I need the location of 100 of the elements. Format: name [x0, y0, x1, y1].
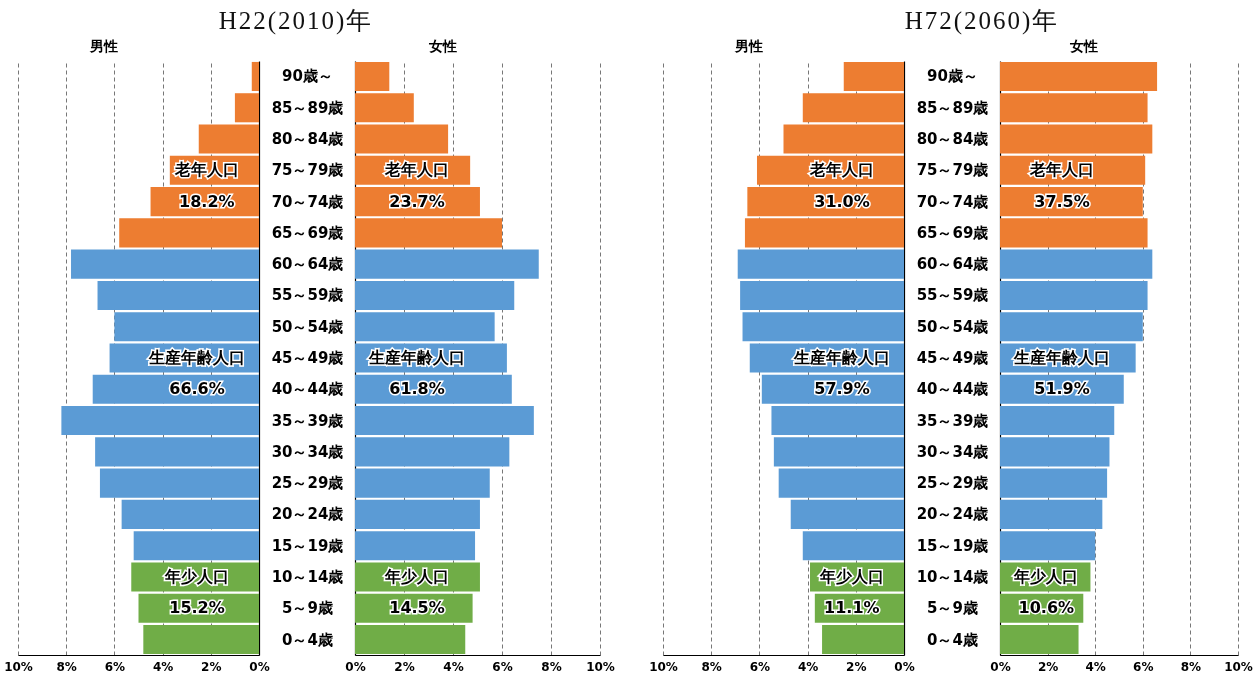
chart-subtitle: 男性 [733, 38, 763, 54]
annotation: 31.0% [814, 191, 870, 211]
y-tick-label: 65～69歳 [916, 223, 989, 242]
bar [773, 437, 904, 467]
x-tick-label: 4% [1085, 659, 1106, 674]
y-tick-label: 45～49歳 [271, 349, 344, 367]
annotation: 66.6% [169, 379, 225, 399]
x-tick-label: 2% [201, 659, 222, 674]
bar [143, 624, 259, 655]
bar [1000, 624, 1079, 655]
bar [355, 249, 539, 279]
annotation: 老年人口 [173, 160, 239, 180]
annotation: 57.9% [814, 379, 870, 399]
bar [742, 312, 904, 342]
bar [355, 312, 495, 342]
x-tick-label: 0% [894, 659, 915, 674]
bar [802, 93, 904, 123]
y-tick-label: 25～29歳 [916, 474, 989, 493]
bar [355, 218, 502, 248]
y-tick-label: 10～14歳 [271, 567, 344, 586]
bar [790, 499, 904, 529]
bar [355, 61, 390, 92]
annotation: 生産年齢人口 [1013, 348, 1110, 367]
annotation: 年少人口 [164, 566, 229, 586]
x-tick-label: 6% [104, 659, 126, 674]
bar [1000, 437, 1110, 467]
y-tick-label: 50～54歳 [271, 317, 344, 336]
bar [355, 93, 414, 123]
y-tick-label: 90歳～ [282, 67, 333, 86]
bar [121, 499, 259, 529]
bar [1000, 249, 1153, 279]
y-tick-label: 80～84歳 [271, 130, 344, 149]
y-tick-label: 0～4歳 [927, 630, 978, 649]
bar [783, 124, 904, 154]
annotation: 年少人口 [818, 566, 884, 586]
y-tick-label: 30～34歳 [916, 442, 989, 461]
y-tick-label: 70～74歳 [271, 192, 344, 211]
bar [97, 280, 259, 310]
x-tick-label: 10% [586, 659, 615, 674]
y-tick-label: 75～79歳 [271, 161, 344, 180]
annotation: 生産年齢人口 [793, 348, 890, 367]
x-tick-label: 10% [4, 659, 33, 674]
bar [133, 531, 259, 561]
x-tick-label: 8% [541, 659, 562, 674]
annotation: 11.1% [824, 598, 880, 618]
annotation: 老年人口 [809, 160, 874, 180]
bar [95, 437, 259, 467]
bar [355, 437, 510, 467]
bar [61, 406, 259, 436]
x-tick-label: 4% [797, 659, 819, 674]
annotation: 年少人口 [1013, 566, 1079, 586]
bar [355, 406, 534, 436]
y-tick-label: 75～79歳 [916, 161, 989, 180]
x-tick-label: 2% [846, 659, 867, 674]
bar [740, 280, 904, 310]
x-tick-label: 0% [345, 659, 366, 674]
x-tick-label: 2% [1037, 659, 1059, 674]
y-tick-label: 5～9歳 [927, 599, 978, 618]
y-tick-label: 15～19歳 [271, 536, 344, 555]
y-tick-label: 20～24歳 [271, 505, 344, 524]
bar [1000, 531, 1096, 561]
y-tick-label: 60～64歳 [916, 255, 989, 274]
bar [1000, 499, 1103, 529]
bar [355, 624, 466, 655]
y-tick-label: 90歳～ [927, 67, 978, 86]
x-tick-label: 8% [701, 659, 722, 674]
bar [355, 499, 480, 529]
bar [355, 531, 476, 561]
y-tick-label: 15～19歳 [916, 536, 989, 555]
bar [234, 93, 259, 123]
annotation: 生産年齢人口 [148, 348, 245, 367]
y-tick-label: 40～44歳 [916, 380, 989, 399]
text: H72(2060)年 [904, 6, 1060, 36]
bar [802, 531, 904, 561]
y-tick-label: 30～34歳 [271, 442, 344, 461]
x-tick-label: 4% [443, 659, 464, 674]
annotation: 37.5% [1034, 191, 1090, 211]
annotation: 老年人口 [384, 160, 449, 180]
x-tick-label: 0% [249, 659, 270, 674]
y-tick-label: 55～59歳 [271, 286, 344, 305]
chart-title: H22(2010)年 [218, 6, 374, 36]
bar [822, 624, 904, 655]
y-tick-label: 5～9歳 [282, 599, 333, 618]
x-tick-label: 6% [492, 659, 513, 674]
annotation: 23.7% [389, 191, 445, 211]
bar [1000, 312, 1143, 342]
x-tick-label: 8% [56, 659, 77, 674]
x-tick-label: 10% [649, 659, 678, 674]
y-tick-label: 55～59歳 [916, 286, 989, 305]
x-tick-label: 10% [1224, 659, 1253, 674]
annotation: 51.9% [1034, 379, 1090, 399]
bar [771, 406, 904, 436]
x-tick-label: 4% [152, 659, 174, 674]
annotation: 生産年齢人口 [368, 348, 465, 367]
chart-subtitle: 女性 [1069, 38, 1098, 54]
y-tick-label: 65～69歳 [271, 223, 344, 242]
bar [843, 61, 904, 92]
annotation: 15.2% [169, 598, 225, 618]
y-tick-label: 80～84歳 [916, 130, 989, 149]
annotation: 10.6% [1018, 598, 1075, 618]
